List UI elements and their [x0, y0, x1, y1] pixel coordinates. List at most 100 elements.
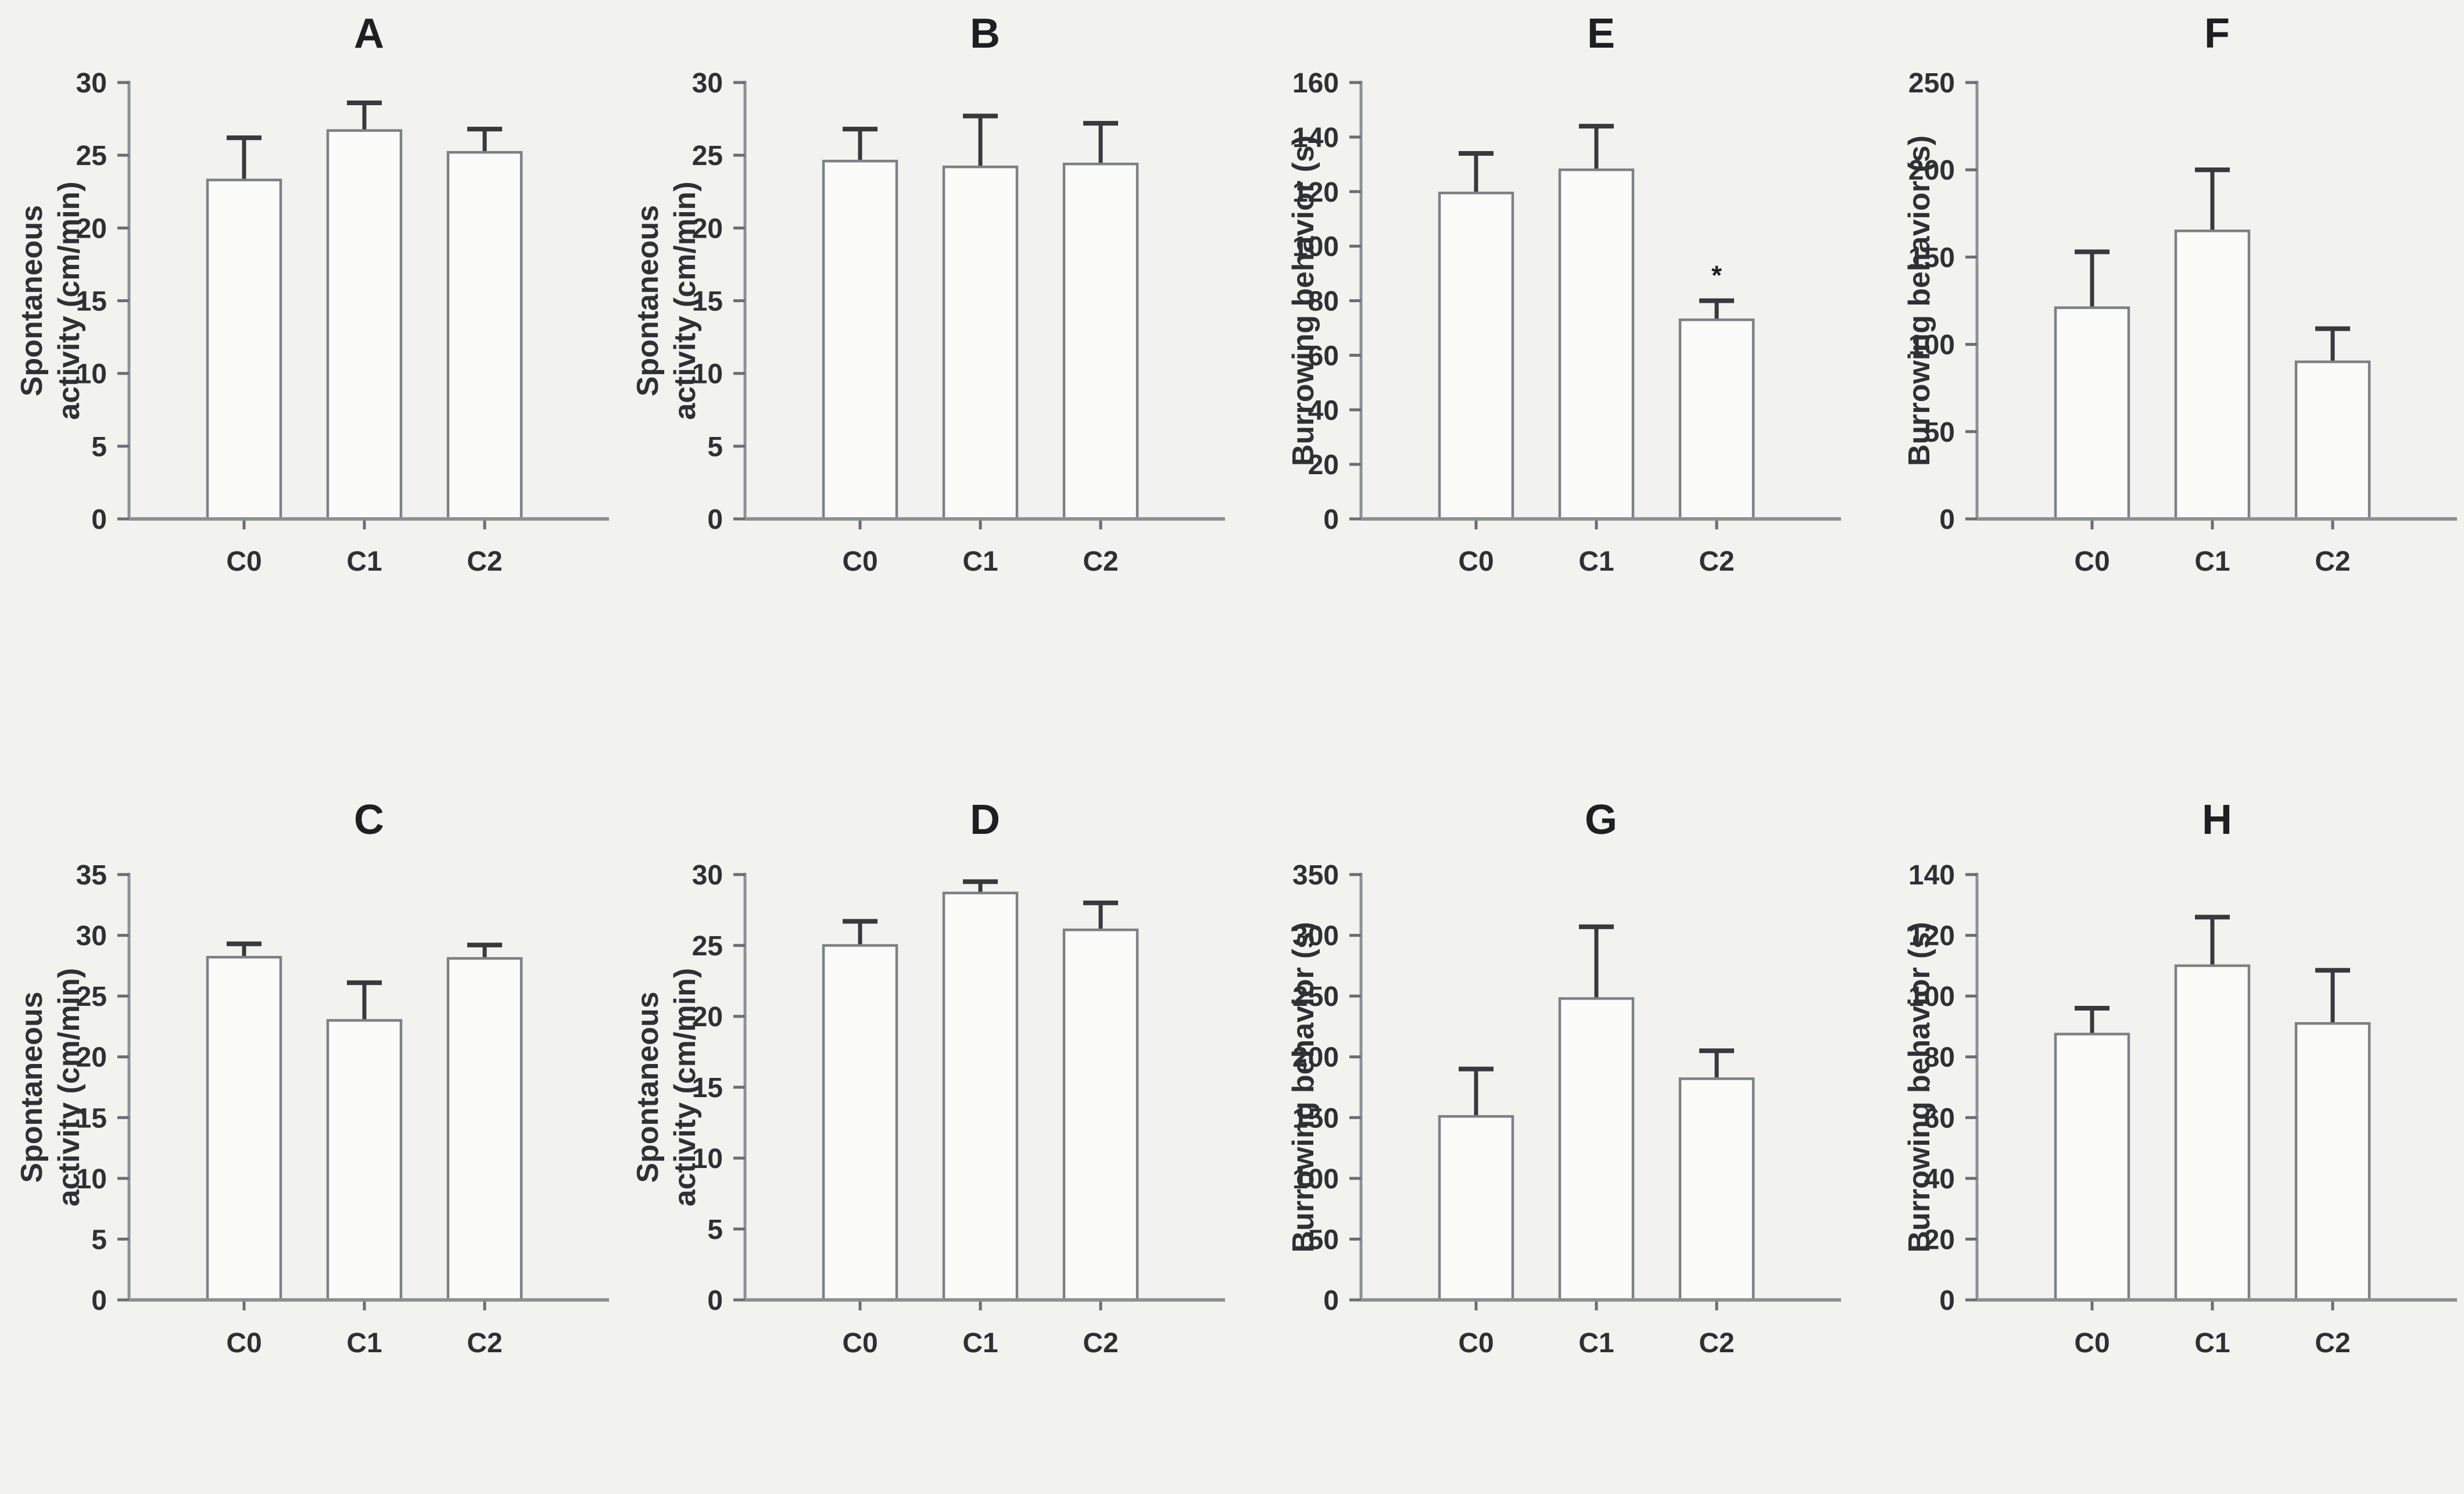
y-tick-label: 10 — [692, 1144, 723, 1174]
y-tick-label: 5 — [707, 432, 723, 463]
y-axis-label: Spontaneous activity (cm/min) — [631, 181, 702, 420]
panel-title: E — [1587, 10, 1615, 57]
y-tick-label: 250 — [1908, 68, 1955, 99]
bar-c1 — [326, 129, 403, 521]
y-tick-label: 200 — [1292, 1042, 1339, 1073]
bar-c2 — [2294, 1022, 2371, 1302]
y-tick-label: 80 — [1308, 286, 1339, 317]
x-category-label: C1 — [1578, 1328, 1614, 1359]
bar-c0 — [1438, 191, 1514, 521]
y-tick-label: 80 — [1924, 1042, 1955, 1073]
y-tick-label: 20 — [1308, 450, 1339, 481]
y-tick-label: 10 — [76, 359, 107, 390]
y-tick-label: 100 — [1908, 981, 1955, 1012]
y-tick-label: 0 — [1939, 1285, 1955, 1316]
x-category-label: C2 — [1699, 1328, 1734, 1359]
y-tick-label: 10 — [76, 1164, 107, 1195]
bar-c1 — [1558, 168, 1635, 521]
y-tick-label: 20 — [1924, 1224, 1955, 1255]
y-tick-label: 15 — [692, 286, 723, 317]
panel-c: C 0 5 10 15 20 25 30 35 Spontaneous activity (cm/m… — [0, 747, 616, 1494]
panel-title: A — [354, 10, 384, 57]
y-tick-label: 60 — [1308, 341, 1339, 371]
x-category-label: C1 — [2194, 546, 2230, 577]
panel-title: B — [970, 10, 1000, 57]
y-tick-label: 15 — [76, 286, 107, 317]
y-tick-label: 20 — [76, 213, 107, 244]
panel-g: G 0 50 100 150 200 250 300 350 Burrowing behavior… — [1232, 747, 1848, 1494]
panel-e: E 0 20 40 60 80 100 120 140 160 Burrowing behavior… — [1232, 0, 1848, 747]
y-tick-label: 0 — [1323, 504, 1339, 535]
panel-d: D 0 5 10 15 20 25 30 Spontaneous activity (cm/min… — [616, 747, 1232, 1494]
x-category-label: C1 — [962, 546, 998, 577]
bar-c0 — [822, 159, 898, 521]
y-tick-label: 140 — [1292, 123, 1339, 153]
x-category-label: C0 — [226, 1328, 262, 1359]
panel-title: D — [970, 797, 1000, 843]
bar-c0 — [1438, 1115, 1514, 1302]
y-tick-label: 100 — [1292, 232, 1339, 263]
y-axis-label: Spontaneous activity (cm/min) — [15, 181, 86, 420]
panel-h: H 0 20 40 60 80 100 120 140 Burrowing behavior (s… — [1848, 747, 2464, 1494]
y-tick-label: 150 — [1908, 242, 1955, 273]
y-tick-label: 15 — [76, 1103, 107, 1134]
y-tick-label: 300 — [1292, 921, 1339, 952]
y-tick-label: 30 — [76, 68, 107, 99]
x-category-label: C2 — [467, 546, 502, 577]
bar-chart-svg: D 0 5 10 15 20 25 30 Spontaneous activity (cm/min… — [631, 797, 1225, 1359]
y-tick-label: 30 — [692, 68, 723, 99]
y-tick-label: 30 — [692, 860, 723, 891]
bar-chart-svg: E 0 20 40 60 80 100 120 140 160 Burrowing behavior… — [1287, 10, 1841, 577]
bar-chart-svg: B 0 5 10 15 20 25 30 Spontaneous activity (cm/min… — [631, 10, 1225, 577]
panel-title: G — [1585, 797, 1617, 843]
bar-c2 — [446, 957, 523, 1302]
panel-a: A 0 5 10 15 20 25 30 Spontaneous activity (cm/min… — [0, 0, 616, 747]
y-tick-label: 200 — [1908, 155, 1955, 186]
y-tick-label: 0 — [91, 504, 107, 535]
bar-c1 — [1558, 997, 1635, 1302]
x-category-label: C0 — [2074, 546, 2110, 577]
x-category-label: C1 — [346, 546, 382, 577]
y-tick-label: 250 — [1292, 981, 1339, 1012]
bar-c0 — [2054, 1033, 2130, 1302]
y-tick-label: 50 — [1308, 1224, 1339, 1255]
y-axis-label: Burrowing behavior (s) — [1903, 922, 1936, 1252]
y-tick-label: 25 — [692, 931, 723, 962]
bar-c1 — [2174, 964, 2251, 1302]
bar-c2 — [1062, 928, 1139, 1302]
x-category-label: C1 — [962, 1328, 998, 1359]
x-category-label: C0 — [1458, 1328, 1494, 1359]
bar-chart-svg: F 0 50 100 150 200 250 Burrowing behavior (s) C0… — [1903, 10, 2457, 577]
y-tick-label: 100 — [1908, 330, 1955, 361]
bar-c1 — [2174, 230, 2251, 521]
y-tick-label: 0 — [1323, 1285, 1339, 1316]
y-tick-label: 5 — [91, 1224, 107, 1255]
bar-chart-svg: A 0 5 10 15 20 25 30 Spontaneous activity (cm/min… — [15, 10, 609, 577]
y-axis-label: Spontaneous activity (cm/min) — [15, 968, 86, 1206]
x-category-label: C0 — [1458, 546, 1494, 577]
y-tick-label: 10 — [692, 359, 723, 390]
x-category-label: C0 — [2074, 1328, 2110, 1359]
bar-c2 — [1062, 162, 1139, 521]
y-tick-label: 350 — [1292, 860, 1339, 891]
y-tick-label: 120 — [1292, 177, 1339, 208]
bar-c0 — [822, 944, 898, 1302]
panel-b: B 0 5 10 15 20 25 30 Spontaneous activity (cm/min… — [616, 0, 1232, 747]
x-category-label: C2 — [467, 1328, 502, 1359]
y-tick-label: 25 — [76, 981, 107, 1012]
y-tick-label: 5 — [707, 1214, 723, 1245]
panel-title: C — [354, 797, 384, 843]
y-tick-label: 40 — [1924, 1164, 1955, 1195]
y-tick-label: 0 — [707, 1285, 723, 1316]
y-tick-label: 60 — [1924, 1103, 1955, 1134]
y-tick-label: 20 — [692, 213, 723, 244]
x-category-label: C1 — [2194, 1328, 2230, 1359]
y-tick-label: 0 — [91, 1285, 107, 1316]
panel-title: F — [2204, 10, 2230, 57]
y-axis-label: Burrowing behavior (s) — [1903, 135, 1936, 466]
panel-f: F 0 50 100 150 200 250 Burrowing behavior (s) C0… — [1848, 0, 2464, 747]
bar-c0 — [206, 178, 282, 521]
y-tick-label: 120 — [1908, 921, 1955, 952]
